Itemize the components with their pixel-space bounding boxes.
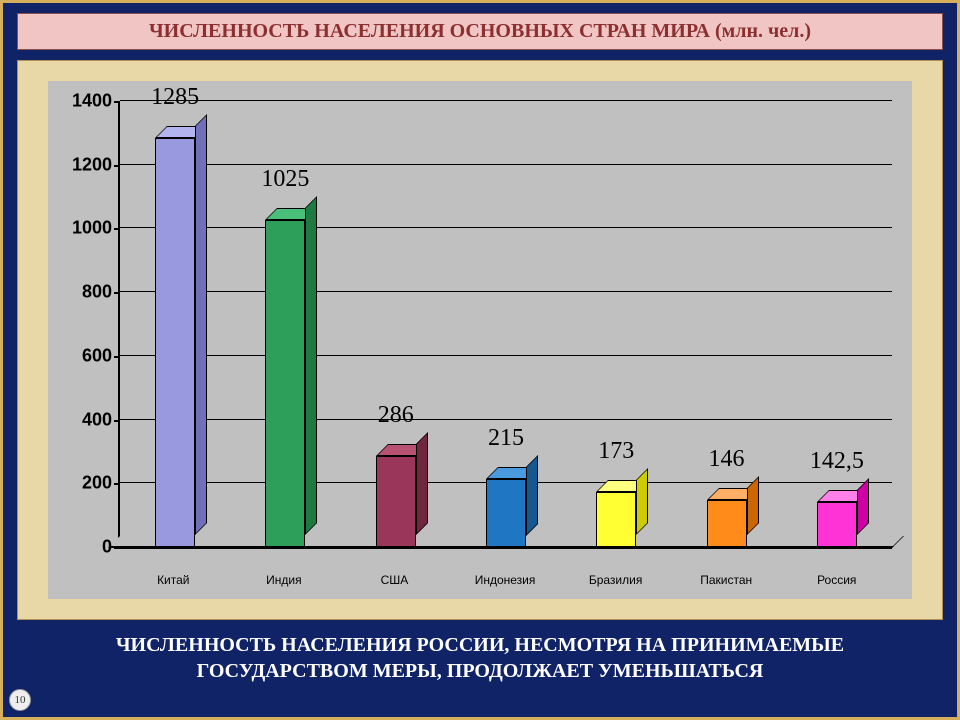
bar-russia: 142,5	[782, 101, 892, 547]
y-tick-label: 1000	[72, 218, 112, 239]
x-label: Индонезия	[450, 573, 561, 587]
page-number: 10	[9, 689, 31, 711]
bar-value: 173	[598, 438, 634, 465]
y-tick-label: 200	[82, 473, 112, 494]
bar-side	[305, 196, 317, 535]
caption-line1: ЧИСЛЕННОСТЬ НАСЕЛЕНИЯ РОССИИ, НЕСМОТРЯ Н…	[17, 632, 943, 658]
bar-side	[195, 114, 207, 535]
y-tick-label: 1400	[72, 91, 112, 112]
x-label: Китай	[118, 573, 229, 587]
chart-background: 0 200 400 600 800	[48, 81, 912, 599]
bar-side	[636, 468, 648, 535]
caption-line2: ГОСУДАРСТВОМ МЕРЫ, ПРОДОЛЖАЕТ УМЕНЬШАТЬС…	[17, 658, 943, 684]
bar-value: 146	[709, 446, 745, 473]
y-tick-mark	[114, 547, 120, 549]
bar-front	[265, 220, 305, 547]
y-tick-label: 600	[82, 345, 112, 366]
y-tick-label: 0	[102, 537, 112, 558]
bar-front	[155, 138, 195, 547]
bar-side	[416, 432, 428, 535]
x-label: Индия	[229, 573, 340, 587]
bars-container: 1285 1025	[120, 101, 892, 547]
chart-panel: 0 200 400 600 800	[17, 60, 943, 620]
bar-side	[526, 455, 538, 536]
x-label: Бразилия	[560, 573, 671, 587]
bar-pakistan: 146	[671, 101, 781, 547]
bar-value: 215	[488, 425, 524, 452]
bar-front	[486, 479, 526, 548]
bar-value: 1285	[151, 84, 199, 111]
bar-brazil: 173	[561, 101, 671, 547]
y-tick-label: 400	[82, 409, 112, 430]
y-tick-label: 800	[82, 282, 112, 303]
bar-front	[817, 502, 857, 547]
bar-side	[747, 476, 759, 535]
bar-front	[707, 500, 747, 547]
bar-side	[857, 478, 869, 535]
x-label: Россия	[781, 573, 892, 587]
bar-value: 1025	[261, 166, 309, 193]
x-axis-labels: Китай Индия США Индонезия Бразилия Пакис…	[118, 573, 892, 587]
slide-frame: ЧИСЛЕННОСТЬ НАСЕЛЕНИЯ ОСНОВНЫХ СТРАН МИР…	[0, 0, 960, 720]
x-label: Пакистан	[671, 573, 782, 587]
x-label: США	[339, 573, 450, 587]
bar-india: 1025	[230, 101, 340, 547]
chart-title: ЧИСЛЕННОСТЬ НАСЕЛЕНИЯ ОСНОВНЫХ СТРАН МИР…	[17, 13, 943, 50]
caption: ЧИСЛЕННОСТЬ НАСЕЛЕНИЯ РОССИИ, НЕСМОТРЯ Н…	[17, 632, 943, 684]
bar-usa: 286	[341, 101, 451, 547]
y-tick-label: 1200	[72, 154, 112, 175]
bar-value: 286	[378, 402, 414, 429]
bar-front	[376, 456, 416, 547]
bar-front	[596, 492, 636, 547]
bar-china: 1285	[120, 101, 230, 547]
bar-indonesia: 215	[451, 101, 561, 547]
bar-value: 142,5	[810, 448, 864, 475]
plot-area: 0 200 400 600 800	[118, 101, 892, 549]
